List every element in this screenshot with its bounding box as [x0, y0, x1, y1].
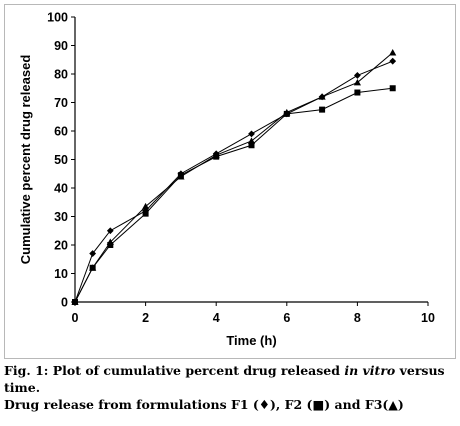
square-marker — [389, 85, 396, 92]
y-tick-label: 40 — [54, 182, 68, 196]
y-tick-label: 10 — [54, 267, 68, 281]
release-chart: 0 10 20 30 40 50 60 70 80 90 100 0 2 4 6 8 10 Time (h) C… — [18, 11, 435, 349]
y-axis-label: Cumulative percent drug released — [18, 55, 33, 265]
triangle-marker — [389, 49, 397, 56]
triangle-marker — [106, 238, 114, 246]
square-marker — [248, 142, 255, 149]
x-tick-label: 6 — [283, 311, 290, 325]
series-layer — [71, 49, 397, 306]
y-tick-label: 70 — [54, 96, 68, 110]
series-line-triangle — [74, 52, 394, 303]
series-triangle — [71, 49, 397, 305]
axes: 0 10 20 30 40 50 60 70 80 90 100 0 2 4 6 8 10 — [47, 11, 435, 326]
triangle-marker — [212, 151, 220, 159]
diamond-marker — [354, 72, 361, 79]
triangle-marker — [89, 264, 97, 271]
y-tick-label: 60 — [54, 125, 68, 139]
y-tick-label: 30 — [54, 210, 68, 224]
diamond-marker — [106, 227, 114, 235]
series-square — [72, 85, 396, 305]
triangle-marker — [142, 202, 150, 210]
triangle-marker — [247, 137, 256, 144]
caption-line-1: Fig. 1: Plot of cumulative percent drug … — [4, 362, 456, 379]
y-tick-label: 50 — [54, 153, 68, 167]
y-tick-label: 0 — [61, 296, 68, 310]
caption-line-3: Drug release from formulations F1 (♦), F… — [4, 397, 404, 412]
caption-text-italic: in vitro — [344, 363, 396, 378]
y-tick-label: 90 — [54, 39, 68, 53]
figure-caption: Fig. 1: Plot of cumulative percent drug … — [4, 362, 456, 413]
y-tick-label: 20 — [54, 239, 68, 253]
square-marker — [319, 106, 326, 113]
x-tick-label: 2 — [142, 311, 149, 325]
x-tick-label: 0 — [72, 311, 79, 325]
square-marker — [354, 89, 361, 96]
triangle-marker — [71, 298, 79, 305]
y-tick-label: 100 — [47, 11, 68, 25]
series-diamond — [71, 57, 397, 306]
triangle-marker — [353, 78, 361, 86]
x-tick-label: 4 — [213, 311, 220, 325]
square-marker — [142, 210, 149, 217]
series-line-diamond — [74, 60, 393, 303]
triangle-marker — [177, 173, 185, 180]
x-axis-label: Time (h) — [226, 333, 276, 348]
diamond-marker — [248, 130, 255, 138]
caption-line-2: time. — [4, 380, 41, 395]
y-tick-label: 80 — [54, 68, 68, 82]
caption-text-a: Fig. 1: Plot of cumulative percent drug … — [4, 363, 345, 378]
x-tick-label: 8 — [354, 311, 361, 325]
x-tick-label: 10 — [421, 311, 435, 325]
diamond-marker — [389, 57, 397, 65]
diamond-marker — [89, 250, 97, 257]
figure-frame: 0 10 20 30 40 50 60 70 80 90 100 0 2 4 6 8 10 Time (h) C… — [4, 4, 456, 359]
series-line-square — [74, 87, 393, 303]
triangle-marker — [283, 108, 291, 116]
caption-text-b: versus — [395, 363, 445, 378]
triangle-marker — [318, 93, 326, 100]
